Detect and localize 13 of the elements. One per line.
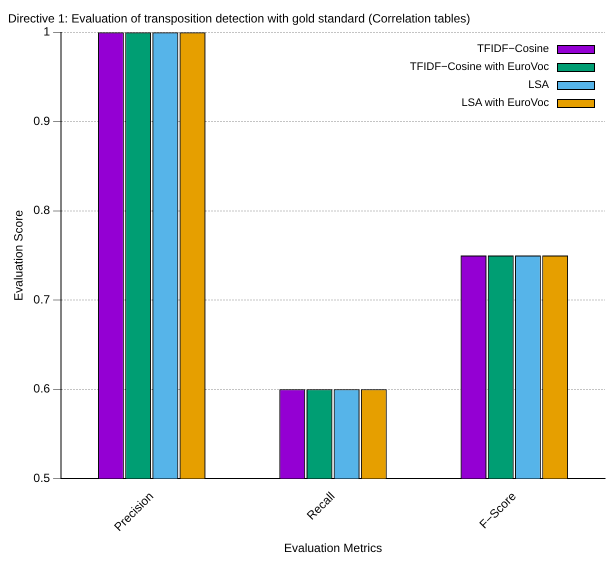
y-tick-label: 1: [43, 24, 50, 39]
y-axis-title: Evaluation Score: [12, 210, 26, 301]
x-axis-title: Evaluation Metrics: [284, 541, 382, 556]
legend-label: LSA with EuroVoc: [462, 97, 549, 110]
y-tick-label: 0.7: [33, 292, 50, 306]
y-tick-label: 0.6: [33, 382, 50, 396]
y-tick-label: 0.5: [33, 470, 50, 485]
legend-label: TFIDF−Cosine: [477, 43, 549, 56]
y-tick-label: 0.9: [33, 114, 50, 128]
y-tick-label: 0.8: [33, 203, 50, 218]
legend-label: TFIDF−Cosine with EuroVoc: [410, 61, 549, 74]
legend-label: LSA: [528, 79, 549, 92]
chart-title: Directive 1: Evaluation of transposition detection with gold standard (Correlation tables): [8, 12, 470, 26]
